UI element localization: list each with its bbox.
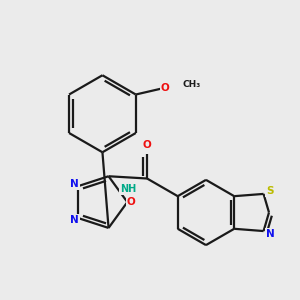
Text: S: S — [266, 186, 274, 196]
Text: O: O — [127, 197, 135, 207]
Text: O: O — [161, 83, 170, 93]
Text: O: O — [143, 140, 152, 150]
Text: N: N — [266, 229, 274, 239]
Text: NH: NH — [120, 184, 136, 194]
Text: CH₃: CH₃ — [182, 80, 201, 89]
Text: N: N — [70, 215, 79, 225]
Text: N: N — [70, 179, 79, 189]
